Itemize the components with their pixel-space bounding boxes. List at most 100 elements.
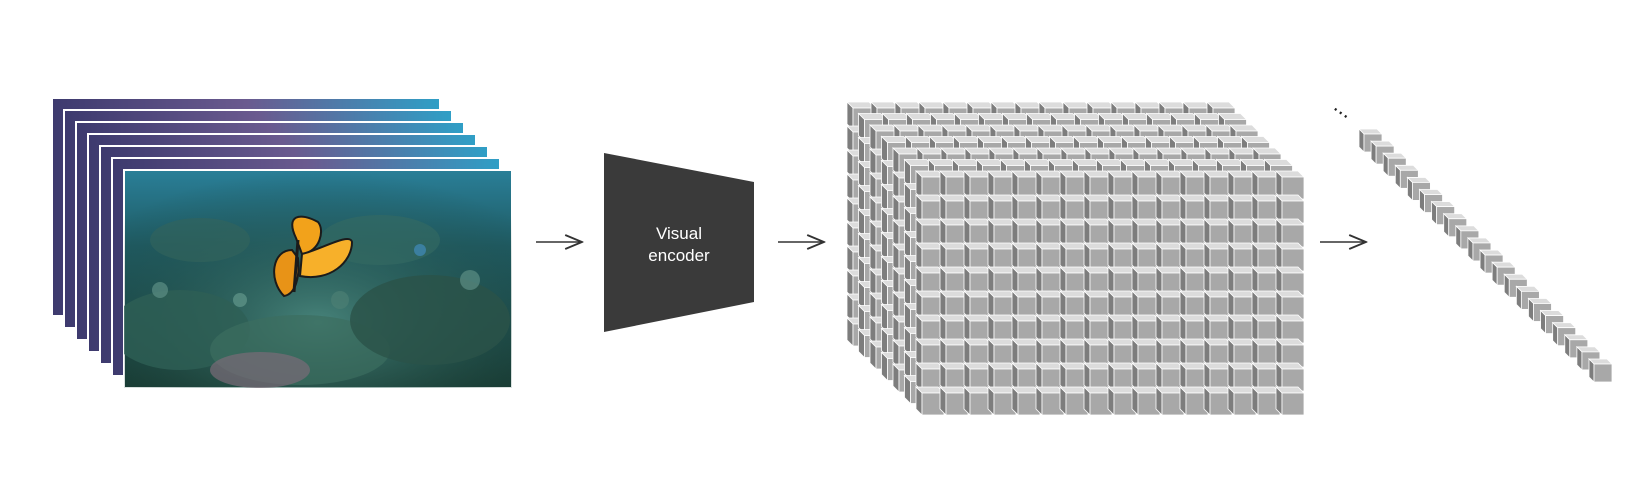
feature-cube bbox=[1179, 314, 1209, 344]
feature-cube bbox=[1227, 218, 1257, 248]
feature-cube bbox=[1011, 338, 1041, 368]
feature-cube bbox=[1227, 194, 1257, 224]
feature-cube bbox=[1203, 338, 1233, 368]
feature-cube bbox=[1251, 218, 1281, 248]
feature-cube bbox=[915, 338, 945, 368]
feature-cube bbox=[1059, 314, 1089, 344]
feature-cube bbox=[1035, 338, 1065, 368]
feature-cube bbox=[1275, 194, 1305, 224]
feature-cube bbox=[1035, 170, 1065, 200]
feature-cube bbox=[939, 170, 969, 200]
feature-cube bbox=[1059, 218, 1089, 248]
feature-cube bbox=[1059, 338, 1089, 368]
feature-cube bbox=[1107, 314, 1137, 344]
feature-cube bbox=[1275, 338, 1305, 368]
video-frame-front bbox=[123, 169, 513, 389]
feature-cube bbox=[987, 290, 1017, 320]
feature-cube bbox=[1107, 338, 1137, 368]
feature-cube bbox=[1011, 194, 1041, 224]
feature-cube bbox=[963, 170, 993, 200]
feature-cube bbox=[939, 218, 969, 248]
feature-cube bbox=[1155, 170, 1185, 200]
feature-cube bbox=[1179, 290, 1209, 320]
feature-cube bbox=[1011, 170, 1041, 200]
feature-cube bbox=[1251, 170, 1281, 200]
feature-cube bbox=[1227, 266, 1257, 296]
feature-cube bbox=[987, 338, 1017, 368]
token-sequence: ... bbox=[1330, 92, 1613, 383]
feature-cube bbox=[987, 386, 1017, 416]
feature-cube bbox=[1107, 266, 1137, 296]
feature-cube bbox=[939, 314, 969, 344]
feature-cube bbox=[1275, 386, 1305, 416]
feature-cube bbox=[1155, 386, 1185, 416]
butterfly-icon bbox=[273, 215, 354, 298]
feature-cube bbox=[1227, 386, 1257, 416]
video-frames-stack bbox=[51, 97, 513, 389]
feature-cube bbox=[1227, 242, 1257, 272]
encoder-label-line2: encoder bbox=[648, 246, 710, 265]
encoder-label-line1: Visual bbox=[656, 224, 702, 243]
feature-cube bbox=[1059, 170, 1089, 200]
feature-cube bbox=[1275, 290, 1305, 320]
feature-cube bbox=[963, 290, 993, 320]
feature-cube bbox=[1059, 266, 1089, 296]
feature-cube bbox=[1131, 194, 1161, 224]
feature-cube bbox=[1131, 386, 1161, 416]
feature-cube bbox=[939, 386, 969, 416]
feature-cube bbox=[1203, 194, 1233, 224]
feature-cube bbox=[1227, 290, 1257, 320]
visual-encoder: Visual encoder bbox=[604, 153, 754, 332]
feature-cube bbox=[1275, 266, 1305, 296]
feature-cube bbox=[1011, 386, 1041, 416]
feature-cube bbox=[1083, 386, 1113, 416]
feature-cube bbox=[1155, 218, 1185, 248]
feature-cube bbox=[1203, 386, 1233, 416]
feature-cube bbox=[1179, 242, 1209, 272]
feature-cube bbox=[915, 290, 945, 320]
feature-cube bbox=[1059, 386, 1089, 416]
feature-cube bbox=[1011, 218, 1041, 248]
feature-cube bbox=[1083, 266, 1113, 296]
token-ellipsis: ... bbox=[1330, 92, 1359, 123]
feature-cube bbox=[939, 338, 969, 368]
feature-cube bbox=[939, 194, 969, 224]
feature-cube bbox=[987, 170, 1017, 200]
feature-cube bbox=[1107, 242, 1137, 272]
feature-cube bbox=[1083, 338, 1113, 368]
feature-cube bbox=[963, 194, 993, 224]
feature-cube bbox=[1035, 314, 1065, 344]
feature-cube bbox=[987, 194, 1017, 224]
feature-cube bbox=[915, 386, 945, 416]
feature-cube bbox=[1179, 386, 1209, 416]
feature-cube bbox=[1179, 362, 1209, 392]
token-cube bbox=[1588, 358, 1613, 383]
feature-cube bbox=[987, 362, 1017, 392]
feature-cube bbox=[1251, 362, 1281, 392]
feature-cube bbox=[1251, 242, 1281, 272]
feature-cube bbox=[1107, 218, 1137, 248]
feature-cube bbox=[1083, 218, 1113, 248]
feature-cube bbox=[963, 242, 993, 272]
feature-cube bbox=[1251, 386, 1281, 416]
feature-cube bbox=[1155, 338, 1185, 368]
feature-cube bbox=[939, 242, 969, 272]
feature-cube bbox=[1275, 362, 1305, 392]
feature-cube bbox=[1203, 242, 1233, 272]
feature-cube bbox=[1107, 290, 1137, 320]
feature-cube bbox=[1059, 242, 1089, 272]
feature-cube bbox=[1035, 266, 1065, 296]
feature-cube bbox=[1155, 314, 1185, 344]
token-cube bbox=[1539, 309, 1565, 335]
feature-cube bbox=[1035, 362, 1065, 392]
feature-cube bbox=[987, 266, 1017, 296]
feature-cube bbox=[963, 386, 993, 416]
feature-cube bbox=[1251, 290, 1281, 320]
feature-cube bbox=[915, 170, 945, 200]
feature-cube bbox=[963, 218, 993, 248]
feature-cube bbox=[1179, 194, 1209, 224]
feature-cube bbox=[1275, 242, 1305, 272]
feature-cube bbox=[1203, 266, 1233, 296]
feature-cube bbox=[1131, 242, 1161, 272]
feature-cube bbox=[1011, 242, 1041, 272]
